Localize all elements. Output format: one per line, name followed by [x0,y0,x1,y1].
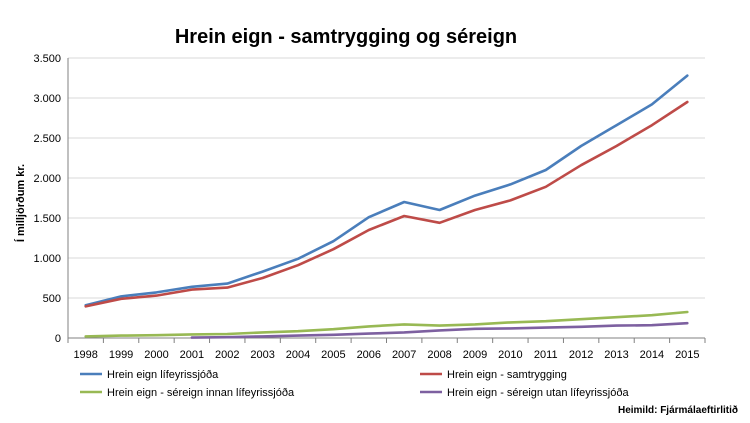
legend-label: Hrein eign - séreign innan lífeyrissjóða [107,387,295,399]
legend-label: Hrein eign lífeyrissjóða [107,369,219,381]
x-tick-label: 2007 [392,349,416,361]
x-tick-label: 2006 [357,349,381,361]
series-line-1 [84,74,689,307]
y-axis-label: Í milljörðum kr. [14,164,27,242]
y-tick-label: 0 [55,333,61,345]
series-line-4 [190,321,689,339]
gridlines [68,57,705,299]
axes: 0 500 1.000 1.500 2.000 2.500 3.000 3.500 1998 19… [33,53,706,361]
y-tick-label: 2.000 [33,173,61,185]
x-tick-label: 2014 [640,349,664,361]
series-line-3 [84,310,689,338]
y-tick-label: 2.500 [33,133,61,145]
x-tick-label: 2013 [604,349,628,361]
x-tick-label: 2000 [144,349,168,361]
legend-label: Hrein eign - séreign utan lífeyrissjóða [447,387,629,399]
y-tick-label: 1.000 [33,253,61,265]
x-tick-label: 2004 [286,349,310,361]
x-tick-label: 2012 [569,349,593,361]
x-tick-label: 1998 [73,349,97,361]
x-tick-label: 2008 [427,349,451,361]
y-tick-label: 500 [43,293,61,305]
x-tick-label: 2015 [675,349,699,361]
x-tick-label: 2009 [463,349,487,361]
y-tick-label: 1.500 [33,213,61,225]
legend: Hrein eign lífeyrissjóða Hrein eign - sam… [80,369,629,399]
x-tick-label: 2003 [250,349,274,361]
x-tick-label: 2005 [321,349,345,361]
series-lines [84,74,689,339]
x-tick-label: 2001 [180,349,204,361]
x-tick-label: 2002 [215,349,239,361]
x-tick-label: 1999 [109,349,133,361]
chart-title: Hrein eign - samtrygging og séreign [175,26,517,48]
y-tick-label: 3.500 [33,53,61,65]
series-line-2 [84,100,689,308]
x-tick-label: 2010 [498,349,522,361]
x-tick-label: 2011 [534,349,558,361]
legend-label: Hrein eign - samtrygging [447,369,567,381]
y-tick-label: 3.000 [33,93,61,105]
source-note: Heimild: Fjármálaeftirlitið [618,404,738,416]
